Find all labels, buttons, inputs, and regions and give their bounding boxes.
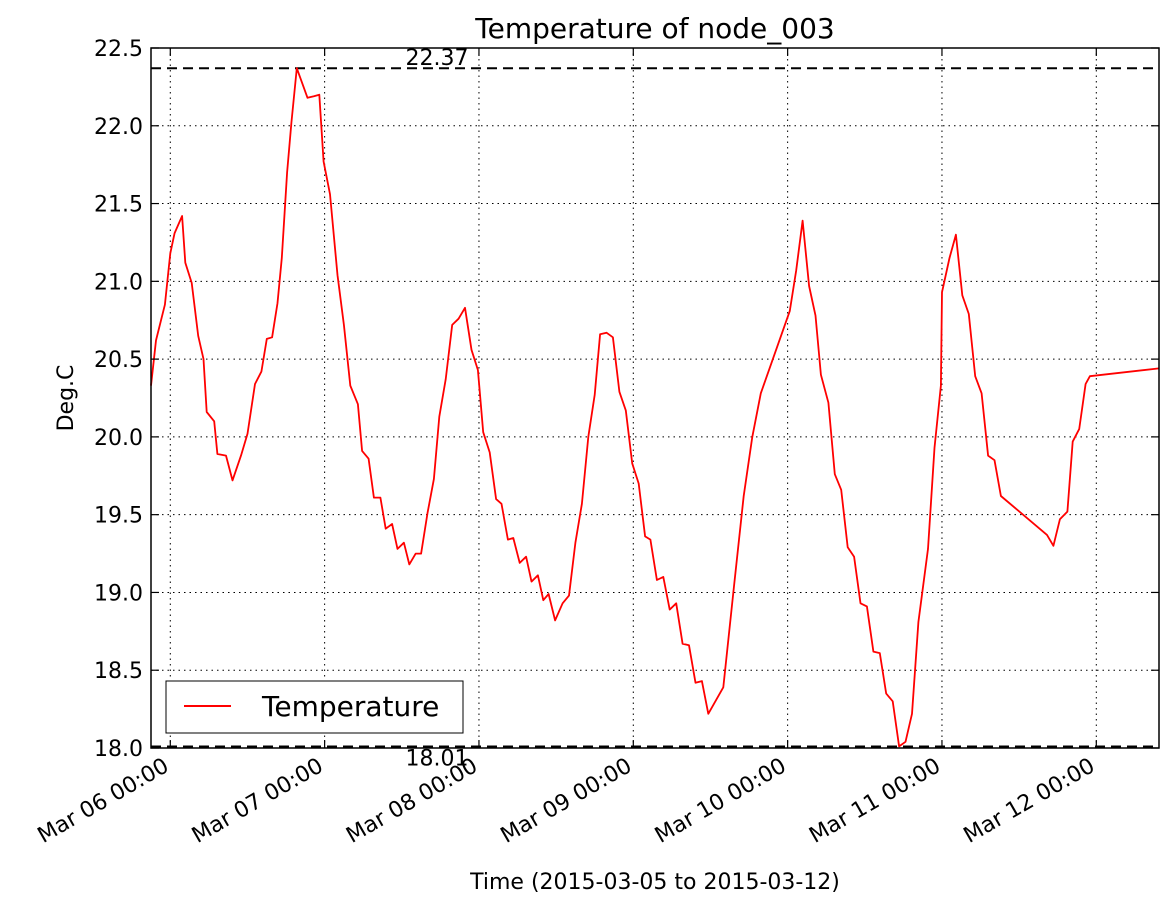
y-tick-labels: 18.0 18.5 19.0 19.5 20.0 20.5 21.0 21.5 22.0 22.5: [94, 37, 143, 762]
reference-line-label: 22.37: [406, 46, 469, 71]
legend-entry: Temperature: [261, 690, 439, 723]
y-tick-label: 18.0: [94, 737, 143, 762]
y-tick-label: 22.5: [94, 37, 143, 62]
plot-series: [150, 67, 1160, 748]
y-tick-label: 20.5: [94, 348, 143, 373]
reference-labels: 22.37 18.01: [406, 46, 469, 771]
plot-frame: [150, 47, 1160, 749]
y-tick-label: 21.0: [94, 270, 143, 295]
legend: Temperature: [165, 680, 464, 734]
temperature-series-line: [150, 67, 1160, 748]
y-tick-label: 19.0: [94, 581, 143, 606]
reference-lines: [151, 67, 1159, 748]
axis-ticks: [151, 47, 1159, 749]
y-axis-label: Deg.C: [54, 365, 79, 432]
y-tick-label: 22.0: [94, 115, 143, 140]
reference-line-label: 18.01: [406, 746, 469, 771]
chart-title: Temperature of node_003: [474, 12, 834, 45]
y-tick-label: 20.0: [94, 426, 143, 451]
y-tick-label: 19.5: [94, 504, 143, 529]
y-tick-label: 18.5: [94, 659, 143, 684]
y-tick-label: 21.5: [94, 193, 143, 218]
x-axis-label: Time (2015-03-05 to 2015-03-12): [469, 870, 840, 895]
